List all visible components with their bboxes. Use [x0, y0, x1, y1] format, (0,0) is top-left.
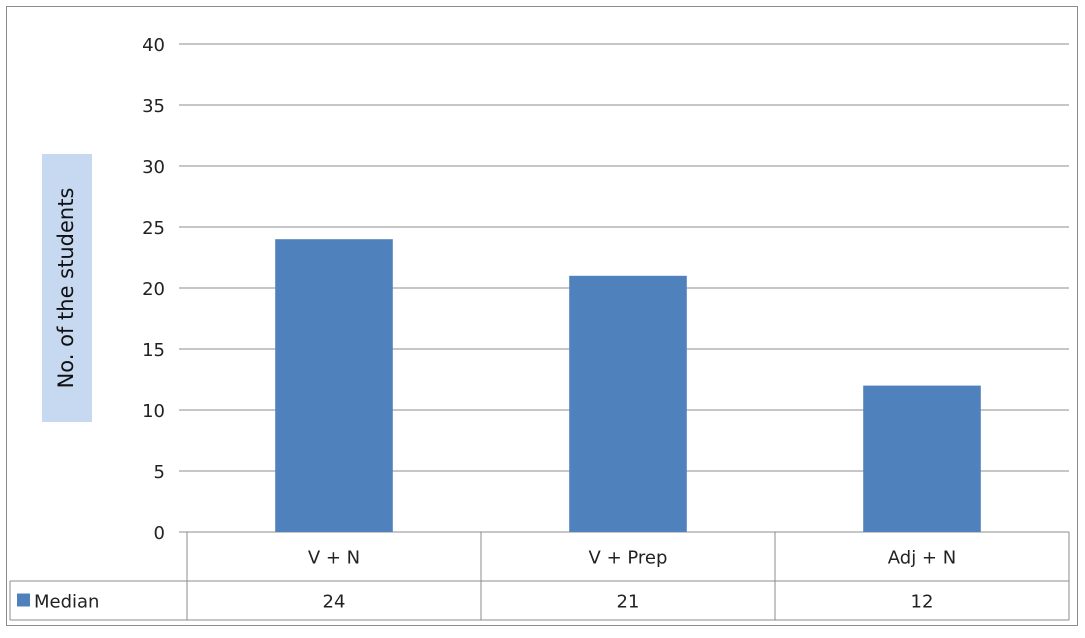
y-axis-title-background — [42, 154, 92, 422]
y-tick-label: 5 — [154, 462, 165, 483]
y-tick-label: 20 — [142, 279, 165, 300]
y-axis-title-text: No. of the students — [54, 188, 78, 389]
y-tick-label: 10 — [142, 401, 165, 422]
y-tick-label: 25 — [142, 218, 165, 239]
y-tick-label: 30 — [142, 157, 165, 178]
y-axis-title: No. of the students — [42, 154, 92, 422]
y-tick-label: 35 — [142, 96, 165, 117]
bar — [863, 385, 981, 532]
y-tick-label: 0 — [154, 523, 165, 544]
table-value: 21 — [617, 592, 640, 613]
y-axis-ticks: 0 5 10 15 20 25 30 35 40 — [142, 35, 165, 544]
table-value: 12 — [911, 592, 934, 613]
category-label: V + N — [308, 548, 360, 569]
bars — [275, 239, 981, 532]
data-table: V + N V + Prep Adj + N Median 24 21 12 — [9, 532, 1070, 621]
category-label: V + Prep — [589, 548, 668, 569]
chart-frame: 0 5 10 15 20 25 30 35 40 No. of the students V +… — [6, 6, 1078, 626]
legend-key — [17, 593, 30, 607]
bar — [569, 275, 687, 532]
table-value: 24 — [323, 592, 346, 613]
y-tick-label: 15 — [142, 340, 165, 361]
bar-chart: 0 5 10 15 20 25 30 35 40 No. of the students V +… — [9, 35, 1070, 621]
legend-label: Median — [34, 592, 99, 613]
bar — [275, 239, 393, 532]
y-tick-label: 40 — [142, 35, 165, 56]
category-label: Adj + N — [888, 548, 956, 569]
